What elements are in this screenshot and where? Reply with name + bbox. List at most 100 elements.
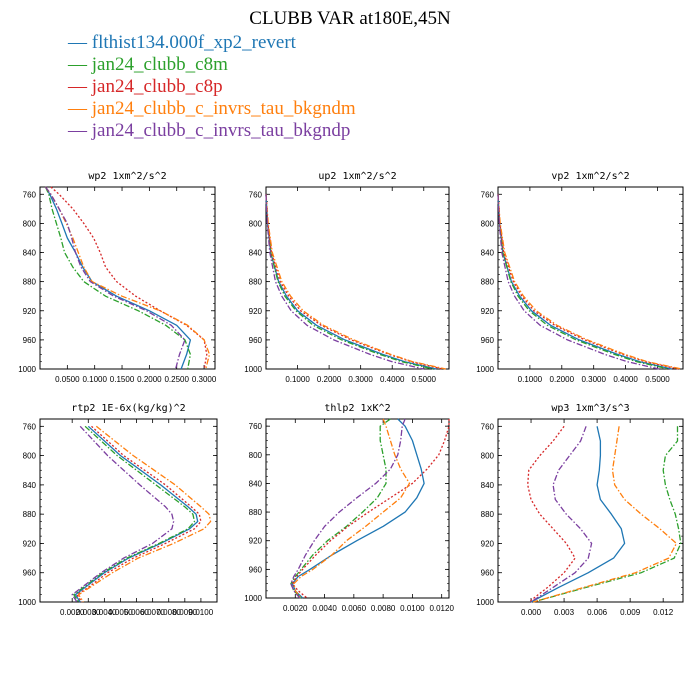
series-line-1 — [530, 426, 626, 603]
plot-frame — [265, 418, 450, 599]
series-line-2 — [497, 194, 669, 370]
panel-title: vp2 1xm^2/s^2 — [551, 171, 629, 182]
y-tick-label: 800 — [23, 219, 37, 228]
y-tick-label: 960 — [23, 336, 37, 345]
y-tick-label: 840 — [23, 249, 37, 258]
x-tick-label: 0.0070 — [140, 608, 165, 617]
x-tick-label: 0.3000 — [192, 375, 217, 384]
legend-swatch: — — [68, 54, 87, 75]
x-tick-label: 0.0100 — [189, 608, 214, 617]
legend-label: flthist134.000f_xp2_revert — [91, 32, 296, 53]
x-tick-label: 0.1500 — [110, 375, 135, 384]
plot-frame — [39, 418, 218, 603]
panel-title: wp2 1xm^2/s^2 — [88, 171, 166, 182]
series-line-1 — [265, 194, 437, 370]
y-tick-label: 1000 — [476, 598, 494, 607]
legend: — flthist134.000f_xp2_revert — jan24_clu… — [68, 32, 356, 142]
x-tick-label: 0.0120 — [429, 604, 454, 613]
series-line-4 — [293, 418, 411, 599]
x-tick-label: 0.0080 — [371, 604, 396, 613]
legend-label: jan24_clubb_c_invrs_tau_bkgndp — [91, 120, 351, 141]
series-line-5 — [265, 194, 424, 370]
plot-frame — [265, 186, 450, 370]
y-tick-label: 760 — [23, 422, 37, 431]
x-tick-label: 0.0020 — [283, 604, 308, 613]
series-line-2 — [265, 194, 434, 370]
series-line-4 — [77, 425, 212, 603]
x-tick-label: 0.0500 — [55, 375, 80, 384]
legend-entry-1: — flthist134.000f_xp2_revert — [68, 32, 356, 54]
panel-2: up2 1xm^2/s^2 760 800 840 880 920 960 1000 0.100… — [244, 171, 450, 384]
y-tick-label: 800 — [481, 452, 495, 461]
series-line-4 — [533, 426, 678, 603]
y-tick-label: 760 — [481, 422, 495, 431]
legend-entry-2: — jan24_clubb_c8m — [68, 54, 356, 76]
x-tick-label: 0.1000 — [82, 375, 107, 384]
series-line-2 — [290, 418, 391, 599]
panel-title: up2 1xm^2/s^2 — [318, 171, 396, 182]
series-line-3 — [527, 425, 576, 603]
plot-frame — [39, 186, 216, 370]
x-tick-label: 0.5000 — [645, 375, 670, 384]
y-tick-label: 880 — [23, 510, 37, 519]
series-line-2 — [73, 425, 196, 603]
x-tick-label: 0.0080 — [156, 608, 181, 617]
series-line-2 — [533, 426, 682, 603]
x-tick-label: 0.0020 — [60, 608, 85, 617]
x-tick-label: 0.2000 — [550, 375, 575, 384]
legend-swatch: — — [68, 98, 87, 119]
y-tick-label: 840 — [249, 479, 263, 488]
y-tick-label: 920 — [23, 539, 37, 548]
series-line-3 — [76, 425, 202, 603]
panel-title: wp3 1xm^3/s^3 — [551, 403, 629, 414]
legend-label: jan24_clubb_c8p — [91, 76, 223, 97]
x-tick-label: 0.4000 — [380, 375, 405, 384]
y-tick-label: 920 — [481, 307, 495, 316]
y-tick-label: 800 — [249, 451, 263, 460]
x-tick-label: 0.000 — [521, 608, 542, 617]
plot-frame — [497, 186, 684, 370]
y-tick-label: 920 — [249, 537, 263, 546]
y-tick-label: 760 — [481, 190, 495, 199]
series-line-2 — [44, 186, 192, 370]
panel-1: wp2 1xm^2/s^2 760 800 840 880 920 960 1000 0.050… — [18, 171, 217, 384]
legend-entry-3: — jan24_clubb_c8p — [68, 76, 356, 98]
y-tick-label: 960 — [249, 336, 263, 345]
series-line-3 — [50, 186, 208, 370]
legend-swatch: — — [68, 32, 87, 53]
panel-title: rtp2 1E-6x(kg/kg)^2 — [71, 403, 185, 414]
series-line-3 — [265, 194, 443, 370]
legend-swatch: — — [68, 120, 87, 141]
y-tick-label: 840 — [481, 249, 495, 258]
y-tick-label: 920 — [23, 307, 37, 316]
y-tick-label: 800 — [23, 452, 37, 461]
series-line-5 — [44, 186, 186, 370]
figure-title: CLUBB VAR at180E,45N — [249, 8, 451, 29]
y-tick-label: 840 — [23, 481, 37, 490]
series-line-1 — [74, 425, 199, 603]
x-tick-label: 0.012 — [653, 608, 674, 617]
series-line-1 — [291, 418, 425, 599]
x-tick-label: 0.2500 — [164, 375, 189, 384]
x-tick-label: 0.3000 — [581, 375, 606, 384]
y-tick-label: 800 — [249, 219, 263, 228]
series-line-1 — [44, 186, 192, 370]
panel-4: rtp2 1E-6x(kg/kg)^2 760 800 840 880 920 960 100… — [18, 403, 218, 617]
y-tick-label: 1000 — [244, 594, 262, 603]
y-tick-label: 880 — [249, 278, 263, 287]
x-tick-label: 0.1000 — [518, 375, 543, 384]
legend-swatch: — — [68, 76, 87, 97]
x-tick-label: 0.0040 — [312, 604, 337, 613]
series-line-5 — [71, 425, 175, 603]
y-tick-label: 760 — [249, 190, 263, 199]
plot-frame — [497, 418, 684, 603]
x-tick-label: 0.0060 — [124, 608, 149, 617]
x-tick-label: 0.4000 — [613, 375, 638, 384]
x-tick-label: 0.0100 — [400, 604, 425, 613]
series-line-5 — [530, 426, 593, 603]
x-tick-label: 0.009 — [620, 608, 641, 617]
y-tick-label: 1000 — [244, 365, 262, 374]
y-tick-label: 880 — [249, 508, 263, 517]
